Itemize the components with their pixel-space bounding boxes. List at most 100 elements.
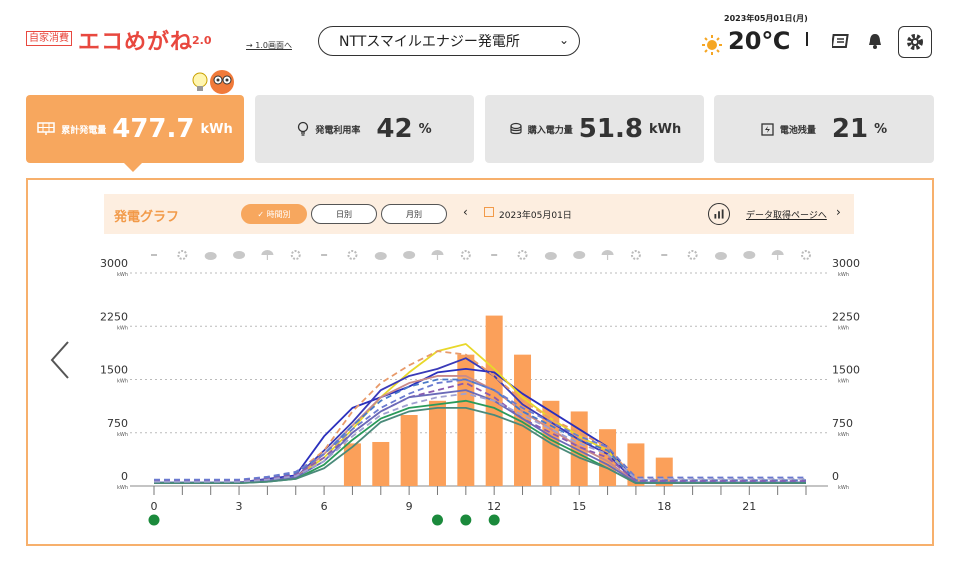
stat-value: 51.8 (578, 114, 643, 144)
chevron-left-icon[interactable] (46, 338, 74, 382)
old-screen-link[interactable]: → 1.0画面へ (246, 41, 292, 50)
weather-umbrella-icon (261, 250, 274, 260)
y-unit-left: kWh (117, 379, 128, 385)
x-tick-label: 9 (406, 500, 413, 513)
y-unit-right: kWh (838, 272, 849, 278)
weather-cloud-sun-icon (544, 252, 557, 260)
tab-label: 月別 (406, 209, 422, 219)
news-icon[interactable] (832, 32, 850, 50)
weather-sun-icon (517, 250, 528, 260)
weather-umbrella-icon (431, 250, 444, 260)
series-line (154, 378, 806, 482)
bar (457, 354, 475, 486)
stat-card-battery[interactable]: 電池残量 21 % (714, 95, 934, 163)
weather-cloud-sun-icon (204, 252, 217, 260)
y-tick-label-left: 0 (121, 470, 128, 483)
weather-cloud-sun-icon (714, 252, 727, 260)
stat-label: 発電利用率 (315, 125, 361, 136)
chevron-right-icon[interactable]: › (836, 205, 841, 219)
tab-daily[interactable]: 日別 (311, 204, 377, 224)
stat-value: 21 (831, 114, 869, 144)
graph-panel (26, 178, 934, 546)
x-tick-label: 18 (657, 500, 671, 513)
gear-icon (907, 34, 923, 50)
x-tick-label: 6 (321, 500, 328, 513)
temperature: 20℃ (728, 27, 791, 55)
event-marker-icon (460, 514, 472, 526)
weather-cloud-icon (233, 251, 246, 259)
y-tick-label-right: 2250 (832, 310, 860, 323)
tab-monthly[interactable]: 月別 (381, 204, 447, 224)
y-unit-right: kWh (838, 325, 849, 331)
stat-card-purchased[interactable]: 購入電力量 51.8 kWh (485, 95, 704, 163)
bar (343, 443, 361, 486)
series-line (154, 382, 806, 482)
y-unit-left: kWh (117, 325, 128, 331)
graph-date[interactable]: 2023年05月01日 (499, 211, 572, 221)
battery-icon (761, 122, 774, 136)
bar (372, 441, 390, 486)
stat-label: 購入電力量 (527, 125, 573, 136)
bar (400, 415, 418, 486)
y-unit-left: kWh (117, 485, 128, 491)
bell-icon[interactable] (866, 32, 884, 50)
tab-hourly[interactable]: ✓ 時間別 (241, 204, 307, 224)
x-tick-label: 15 (572, 500, 586, 513)
settings-button[interactable] (898, 26, 932, 58)
y-tick-label-left: 750 (107, 417, 128, 430)
stat-label: 累計発電量 (61, 125, 107, 136)
series-line (154, 357, 806, 484)
y-unit-right: kWh (838, 379, 849, 385)
y-tick-label-left: 3000 (100, 257, 128, 270)
event-marker-icon (148, 514, 160, 526)
series-line (154, 367, 806, 484)
stat-unit: % (874, 121, 888, 137)
y-tick-label-right: 3000 (832, 257, 860, 270)
stat-unit: kWh (648, 121, 682, 137)
event-marker-icon (431, 514, 443, 526)
bar (514, 354, 532, 486)
header-date: 2023年05月01日(月) (724, 14, 808, 23)
y-tick-label-left: 1500 (100, 364, 128, 377)
tab-label: 時間別 (266, 209, 291, 219)
event-marker-icon (488, 514, 500, 526)
y-tick-label-right: 1500 (832, 364, 860, 377)
stat-value: 477.7 (112, 114, 195, 144)
solar-panel-icon (37, 122, 55, 135)
x-tick-label: 21 (742, 500, 756, 513)
y-tick-label-right: 750 (832, 417, 853, 430)
weather-cloud-icon (403, 251, 416, 259)
y-unit-right: kWh (838, 432, 849, 438)
prev-date-icon[interactable]: ‹ (463, 205, 468, 219)
stat-value: 42 (376, 114, 413, 144)
y-unit-right: kWh (838, 485, 849, 491)
x-tick-label: 0 (151, 500, 158, 513)
stat-card-utilization[interactable]: 発電利用率 42 % (255, 95, 474, 163)
tab-label: 日別 (336, 209, 352, 219)
plant-name: NTTスマイルエナジー発電所 (339, 34, 520, 50)
weather-sun-icon (460, 250, 471, 260)
weather-umbrella-icon (771, 250, 784, 260)
weather-sun-icon (801, 250, 811, 260)
check-icon: ✓ (257, 209, 267, 219)
stat-label: 電池残量 (779, 125, 816, 136)
y-tick-label-left: 2250 (100, 310, 128, 323)
series-line (154, 378, 806, 481)
y-unit-left: kWh (117, 432, 128, 438)
calendar-icon[interactable] (484, 207, 494, 217)
x-tick-label: 3 (236, 500, 243, 513)
coins-icon (510, 122, 522, 135)
chevron-down-icon: ⌄ (558, 33, 569, 47)
sun-icon (702, 35, 722, 55)
series-line (154, 375, 806, 484)
stat-card-total-generation[interactable]: 累計発電量 477.7 kWh (26, 95, 244, 163)
download-page-link[interactable]: データ取得ページへ (746, 211, 827, 221)
weather-sun-icon (687, 250, 698, 260)
plant-select[interactable]: NTTスマイルエナジー発電所 ⌄ (318, 26, 580, 56)
logo-title: エコめがね (78, 30, 194, 55)
logo-version: 2.0 (192, 34, 212, 47)
download-chart-icon[interactable] (708, 203, 730, 225)
graph-title: 発電グラフ (114, 210, 180, 225)
weather-cloud-icon (573, 251, 586, 259)
